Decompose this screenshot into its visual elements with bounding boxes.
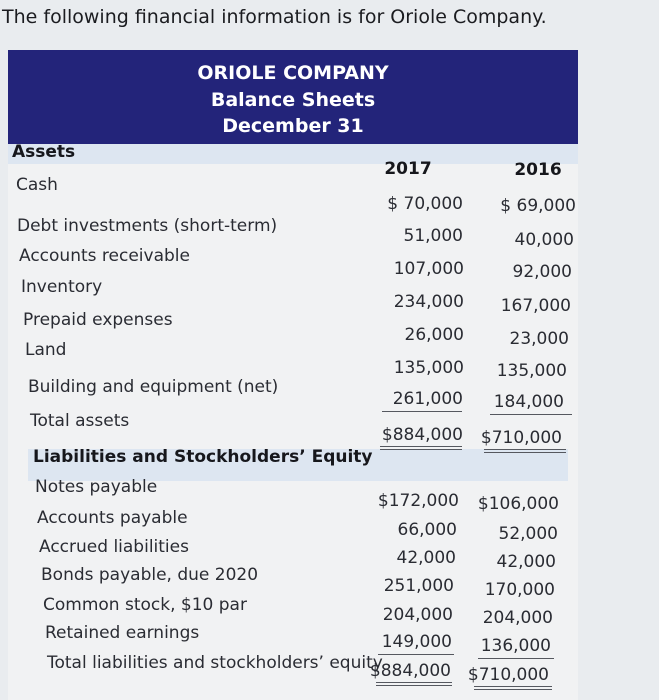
accounts-receivable-2016: 92,000 <box>512 262 572 282</box>
total-assets-2017: $884,000 <box>381 425 463 445</box>
subtotal-underline <box>490 414 572 415</box>
inventory-2017: 234,000 <box>393 292 464 312</box>
building-equipment-2017: 261,000 <box>392 389 463 409</box>
accounts-payable-2017: 66,000 <box>397 520 457 540</box>
row-label-inventory: Inventory <box>21 277 103 297</box>
row-label-common-stock: Common stock, $10 par <box>43 595 247 615</box>
row-label-retained-earnings: Retained earnings <box>45 623 200 643</box>
total-double-underline <box>484 449 566 453</box>
building-equipment-2016: 184,000 <box>493 392 564 412</box>
row-stripe <box>28 449 568 481</box>
prepaid-expenses-2017: 26,000 <box>404 325 464 345</box>
accounts-receivable-2017: 107,000 <box>393 259 464 279</box>
row-label-total-assets: Total assets <box>30 411 130 431</box>
accrued-liabilities-2017: 42,000 <box>396 548 456 568</box>
statement-title: Balance Sheets <box>210 89 376 111</box>
statement-header: ORIOLE COMPANY Balance Sheets December 3… <box>8 50 578 144</box>
company-name: ORIOLE COMPANY <box>197 62 389 84</box>
debt-investments-2017: 51,000 <box>403 226 463 246</box>
row-label-cash: Cash <box>16 175 58 195</box>
row-label-accounts-payable: Accounts payable <box>37 508 188 528</box>
statement-date: December 31 <box>222 115 364 137</box>
total-double-underline <box>380 446 462 450</box>
row-label-prepaid-expenses: Prepaid expenses <box>23 310 173 330</box>
subtotal-underline <box>378 654 454 655</box>
row-label-land: Land <box>25 340 67 360</box>
accrued-liabilities-2016: 42,000 <box>496 552 556 572</box>
cash-2016: $ 69,000 <box>500 196 576 216</box>
row-label-accrued-liabilities: Accrued liabilities <box>39 537 189 557</box>
balance-sheet-table: Assets 2017 2016 Cash $ 70,000 $ 69,000 … <box>8 142 578 700</box>
cash-2017: $ 70,000 <box>387 194 463 214</box>
retained-earnings-2017: 149,000 <box>381 632 452 652</box>
total-liabilities-equity-2017: $884,000 <box>369 661 451 681</box>
prepaid-expenses-2016: 23,000 <box>509 329 569 349</box>
row-label-total-liabilities-equity: Total liabilities and stockholders’ equi… <box>47 653 383 673</box>
common-stock-2016: 204,000 <box>482 608 553 628</box>
notes-payable-2017: $172,000 <box>377 491 459 511</box>
year-2016-header: 2016 <box>514 160 562 180</box>
row-stripe <box>8 144 578 164</box>
year-2017-header: 2017 <box>384 159 432 179</box>
total-liabilities-equity-2016: $710,000 <box>467 665 549 685</box>
bonds-payable-2017: 251,000 <box>383 576 454 596</box>
total-assets-2016: $710,000 <box>480 428 562 448</box>
notes-payable-2016: $106,000 <box>477 494 559 514</box>
land-2016: 135,000 <box>496 361 567 381</box>
row-label-building-equipment: Building and equipment (net) <box>28 377 279 397</box>
common-stock-2017: 204,000 <box>382 605 453 625</box>
liabilities-heading: Liabilities and Stockholders’ Equity <box>33 447 373 467</box>
row-label-bonds-payable: Bonds payable, due 2020 <box>41 565 259 585</box>
debt-investments-2016: 40,000 <box>514 230 574 250</box>
total-double-underline <box>474 686 552 690</box>
intro-text: The following financial information is f… <box>2 6 547 28</box>
row-label-accounts-receivable: Accounts receivable <box>19 246 190 266</box>
assets-heading: Assets <box>12 142 76 162</box>
inventory-2016: 167,000 <box>500 296 571 316</box>
total-double-underline <box>376 682 452 686</box>
subtotal-underline <box>382 411 462 412</box>
row-label-debt-investments: Debt investments (short-term) <box>17 216 278 236</box>
accounts-payable-2016: 52,000 <box>498 524 558 544</box>
bonds-payable-2016: 170,000 <box>484 580 555 600</box>
retained-earnings-2016: 136,000 <box>480 636 551 656</box>
land-2017: 135,000 <box>393 358 464 378</box>
subtotal-underline <box>478 658 554 659</box>
row-label-notes-payable: Notes payable <box>35 477 158 497</box>
